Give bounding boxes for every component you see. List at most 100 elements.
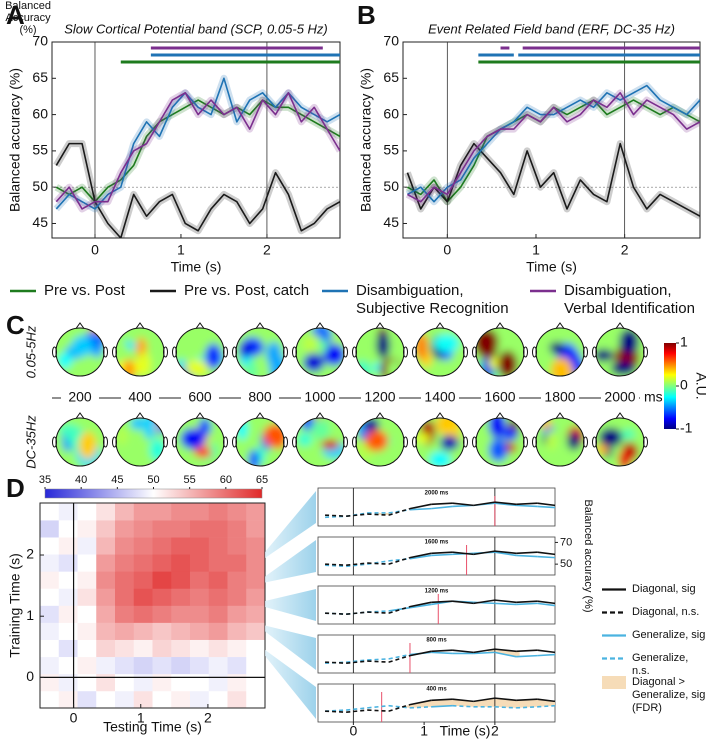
heatmap-cell xyxy=(58,588,78,606)
heatmap-cell xyxy=(208,605,228,623)
topo-map xyxy=(56,328,104,376)
topo-field xyxy=(116,418,164,466)
heatmap-cell xyxy=(40,520,60,538)
generalize-line xyxy=(388,653,411,660)
colorbar xyxy=(44,488,263,499)
heatmap-cell xyxy=(96,690,116,709)
legend-swatch xyxy=(150,289,176,293)
diagonal-line xyxy=(409,699,432,706)
y-axis-label: Balanced accuracy (%) xyxy=(358,68,374,212)
head-ear xyxy=(172,436,177,448)
head-ear xyxy=(643,346,648,358)
topo-blob xyxy=(429,451,451,466)
legend-text: Generalize, n.s. xyxy=(632,652,689,677)
generalize-line xyxy=(431,553,453,557)
heatmap-cell xyxy=(152,622,172,640)
heatmap-cell xyxy=(246,503,266,521)
heatmap-cell xyxy=(171,520,191,538)
head-nose xyxy=(555,322,565,329)
heatmap-cell xyxy=(152,639,172,658)
diagonal-line xyxy=(537,698,556,703)
diagonal-line xyxy=(431,600,453,604)
colorbar-tick-label: 65 xyxy=(256,474,268,486)
generalize-line xyxy=(452,704,474,708)
topo-blob xyxy=(321,439,340,450)
heatmap-cell xyxy=(152,571,172,589)
colorbar-tick-label: 50 xyxy=(147,474,159,486)
diagonal-line xyxy=(346,709,368,714)
heatmap-cell xyxy=(40,588,60,606)
x-tick-label: 0 xyxy=(91,242,99,258)
head-nose xyxy=(135,412,145,419)
diagonal-line xyxy=(388,654,411,663)
head-ear xyxy=(532,436,537,448)
generalize-line xyxy=(431,704,453,708)
colorbar xyxy=(664,343,676,429)
diagonal-line xyxy=(388,507,411,516)
topo-field xyxy=(476,328,524,376)
y-tick-label: 50 xyxy=(383,178,399,194)
heatmap-cell xyxy=(227,656,247,675)
head-ear xyxy=(472,436,477,448)
diagonal-line xyxy=(494,697,517,702)
heatmap-cell xyxy=(115,690,135,709)
topo-blob xyxy=(610,361,636,376)
generalize-line xyxy=(409,603,432,609)
head-ear xyxy=(283,436,288,448)
topo-field xyxy=(56,328,104,376)
heatmap-cell xyxy=(246,571,266,589)
heatmap-cell xyxy=(246,639,266,658)
diagonal-line xyxy=(516,551,538,555)
heatmap-cell xyxy=(190,588,210,606)
panel-label: D xyxy=(6,473,25,503)
colorbar-tick-label: 35 xyxy=(39,474,51,486)
topo-blob xyxy=(57,352,73,369)
heatmap-cell xyxy=(77,503,97,521)
heatmap-cell xyxy=(96,639,116,658)
heatmap-cell xyxy=(171,690,191,709)
topo-blob xyxy=(497,350,518,376)
subplot-title: 1200 ms xyxy=(425,589,449,595)
colorbar-tick-label: 60 xyxy=(220,474,232,486)
x-axis-label: Time (s) xyxy=(171,259,222,275)
y-tick-label: 60 xyxy=(383,105,399,121)
topo-blob xyxy=(550,357,573,376)
generalize-line xyxy=(494,651,517,658)
time-label-bg xyxy=(61,390,99,406)
subplot-title: 800 ms xyxy=(426,638,447,644)
topo-map xyxy=(596,328,644,376)
generalize-line xyxy=(537,653,556,657)
generalize-line xyxy=(516,504,538,508)
legend-item: Pre vs. Post, catch xyxy=(150,282,315,300)
topo-map xyxy=(476,418,524,466)
y-tick-label: 45 xyxy=(32,214,48,230)
heatmap-cell xyxy=(152,588,172,606)
topo-blob xyxy=(71,335,93,357)
topo-field xyxy=(176,418,224,466)
topo-field xyxy=(536,418,584,466)
series-line xyxy=(407,92,700,203)
x-tick-label: 1 xyxy=(137,710,145,726)
heatmap-cell xyxy=(152,605,172,623)
heatmap-cell xyxy=(133,588,153,606)
topo-blob xyxy=(303,353,325,372)
topo-blob xyxy=(546,430,557,451)
heatmap-cell xyxy=(208,690,228,709)
topo-field xyxy=(596,328,644,376)
colorbar-tick-label: 0 xyxy=(680,377,688,393)
head-nose xyxy=(135,322,145,329)
topo-blob xyxy=(433,334,460,353)
topo-map xyxy=(476,328,524,376)
heatmap-cell xyxy=(77,673,97,692)
colorbar-tick-label: 40 xyxy=(75,474,87,486)
heatmap-cell xyxy=(190,605,210,623)
topo-map xyxy=(536,328,584,376)
heatmap-cell xyxy=(77,639,97,658)
diagonal-line xyxy=(431,649,453,653)
time-label: 400 xyxy=(128,389,152,405)
topo-blob xyxy=(198,418,212,437)
diagonal-line xyxy=(325,612,347,616)
subplot-title: 2000 ms xyxy=(425,491,449,497)
heatmap-cell xyxy=(227,520,247,538)
y-tick-label: 60 xyxy=(32,105,48,121)
